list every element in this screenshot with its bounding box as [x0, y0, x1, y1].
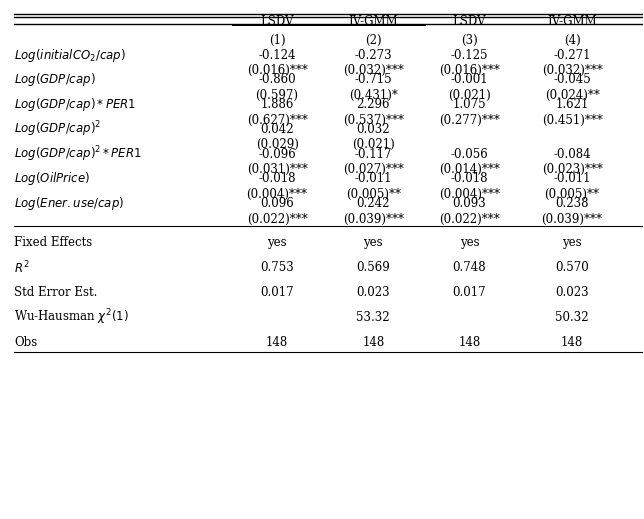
Text: 0.569: 0.569: [356, 261, 390, 274]
Text: (0.022)***: (0.022)***: [439, 213, 500, 226]
Text: (0.005)**: (0.005)**: [346, 188, 401, 201]
Text: 0.238: 0.238: [555, 197, 589, 210]
Text: -0.011: -0.011: [355, 172, 392, 185]
Text: $\mathit{Log(GDP/cap) * PER1}$: $\mathit{Log(GDP/cap) * PER1}$: [14, 96, 137, 113]
Text: yes: yes: [460, 237, 479, 250]
Text: (0.431)*: (0.431)*: [349, 89, 398, 102]
Text: (0.537)***: (0.537)***: [343, 114, 404, 127]
Text: -0.273: -0.273: [354, 49, 392, 62]
Text: -0.124: -0.124: [258, 49, 296, 62]
Text: (0.277)***: (0.277)***: [439, 114, 500, 127]
Text: -0.018: -0.018: [258, 172, 296, 185]
Text: 1.621: 1.621: [555, 98, 589, 111]
Text: 0.096: 0.096: [260, 197, 294, 210]
Text: $\mathit{Log(Ener.use/cap)}$: $\mathit{Log(Ener.use/cap)}$: [14, 195, 124, 212]
Text: IV-GMM: IV-GMM: [547, 15, 597, 28]
Text: (0.014)***: (0.014)***: [439, 163, 500, 176]
Text: -0.125: -0.125: [451, 49, 488, 62]
Text: 0.042: 0.042: [260, 123, 294, 136]
Text: 0.032: 0.032: [357, 123, 390, 136]
Text: (0.016)***: (0.016)***: [439, 64, 500, 77]
Text: $\mathit{Log(initialCO_2/cap)}$: $\mathit{Log(initialCO_2/cap)}$: [14, 47, 126, 63]
Text: -0.011: -0.011: [553, 172, 591, 185]
Text: 0.093: 0.093: [453, 197, 486, 210]
Text: -0.096: -0.096: [258, 148, 296, 161]
Text: -0.001: -0.001: [451, 73, 488, 86]
Text: 0.753: 0.753: [260, 261, 294, 274]
Text: -0.271: -0.271: [553, 49, 591, 62]
Text: -0.045: -0.045: [553, 73, 591, 86]
Text: LSDV: LSDV: [453, 15, 486, 28]
Text: (0.031)***: (0.031)***: [247, 163, 308, 176]
Text: IV-GMM: IV-GMM: [348, 15, 398, 28]
Text: (0.039)***: (0.039)***: [343, 213, 404, 226]
Text: (0.039)***: (0.039)***: [542, 213, 603, 226]
Text: (0.024)**: (0.024)**: [545, 89, 600, 102]
Text: yes: yes: [267, 237, 287, 250]
Text: $\mathit{Log(GDP/cap)^2 * PER1}$: $\mathit{Log(GDP/cap)^2 * PER1}$: [14, 144, 142, 164]
Text: -0.860: -0.860: [258, 73, 296, 86]
Text: -0.018: -0.018: [451, 172, 488, 185]
Text: $R^2$: $R^2$: [14, 260, 30, 276]
Text: Fixed Effects: Fixed Effects: [14, 237, 93, 250]
Text: Obs: Obs: [14, 336, 37, 349]
Text: 2.296: 2.296: [357, 98, 390, 111]
Text: 148: 148: [266, 336, 289, 349]
Text: -0.056: -0.056: [451, 148, 488, 161]
Text: 1.886: 1.886: [260, 98, 294, 111]
Text: 0.017: 0.017: [260, 286, 294, 299]
Text: 148: 148: [362, 336, 384, 349]
Text: yes: yes: [562, 237, 582, 250]
Text: (0.627)***: (0.627)***: [247, 114, 308, 127]
Text: 0.242: 0.242: [357, 197, 390, 210]
Text: LSDV: LSDV: [260, 15, 294, 28]
Text: Wu-Hausman $\chi^2(1)$: Wu-Hausman $\chi^2(1)$: [14, 308, 129, 327]
Text: 148: 148: [561, 336, 583, 349]
Text: (0.021): (0.021): [448, 89, 491, 102]
Text: 0.748: 0.748: [453, 261, 486, 274]
Text: (0.004)***: (0.004)***: [247, 188, 308, 201]
Text: 148: 148: [459, 336, 480, 349]
Text: yes: yes: [363, 237, 383, 250]
Text: $\mathit{Log(OilPrice)}$: $\mathit{Log(OilPrice)}$: [14, 170, 90, 187]
Text: -0.715: -0.715: [354, 73, 392, 86]
Text: (0.027)***: (0.027)***: [343, 163, 404, 176]
Text: (1): (1): [269, 34, 285, 47]
Text: 50.32: 50.32: [555, 311, 589, 324]
Text: (0.451)***: (0.451)***: [542, 114, 603, 127]
Text: (2): (2): [365, 34, 382, 47]
Text: (0.021): (0.021): [352, 139, 395, 152]
Text: 0.023: 0.023: [357, 286, 390, 299]
Text: (4): (4): [564, 34, 580, 47]
Text: (0.032)***: (0.032)***: [343, 64, 404, 77]
Text: -0.084: -0.084: [553, 148, 591, 161]
Text: (0.023)***: (0.023)***: [542, 163, 603, 176]
Text: 1.075: 1.075: [453, 98, 486, 111]
Text: 0.570: 0.570: [555, 261, 589, 274]
Text: $\mathit{Log(GDP/cap)}$: $\mathit{Log(GDP/cap)}$: [14, 71, 96, 88]
Text: 0.017: 0.017: [453, 286, 486, 299]
Text: (0.004)***: (0.004)***: [439, 188, 500, 201]
Text: $\mathit{Log(GDP/cap)^2}$: $\mathit{Log(GDP/cap)^2}$: [14, 119, 102, 139]
Text: (0.016)***: (0.016)***: [247, 64, 308, 77]
Text: 53.32: 53.32: [357, 311, 390, 324]
Text: (0.005)**: (0.005)**: [545, 188, 600, 201]
Text: (0.029): (0.029): [256, 139, 299, 152]
Text: -0.117: -0.117: [355, 148, 392, 161]
Text: (0.022)***: (0.022)***: [247, 213, 307, 226]
Text: (0.032)***: (0.032)***: [542, 64, 603, 77]
Text: (0.597): (0.597): [256, 89, 299, 102]
Text: 0.023: 0.023: [555, 286, 589, 299]
Text: Std Error Est.: Std Error Est.: [14, 286, 98, 299]
Text: (3): (3): [461, 34, 478, 47]
